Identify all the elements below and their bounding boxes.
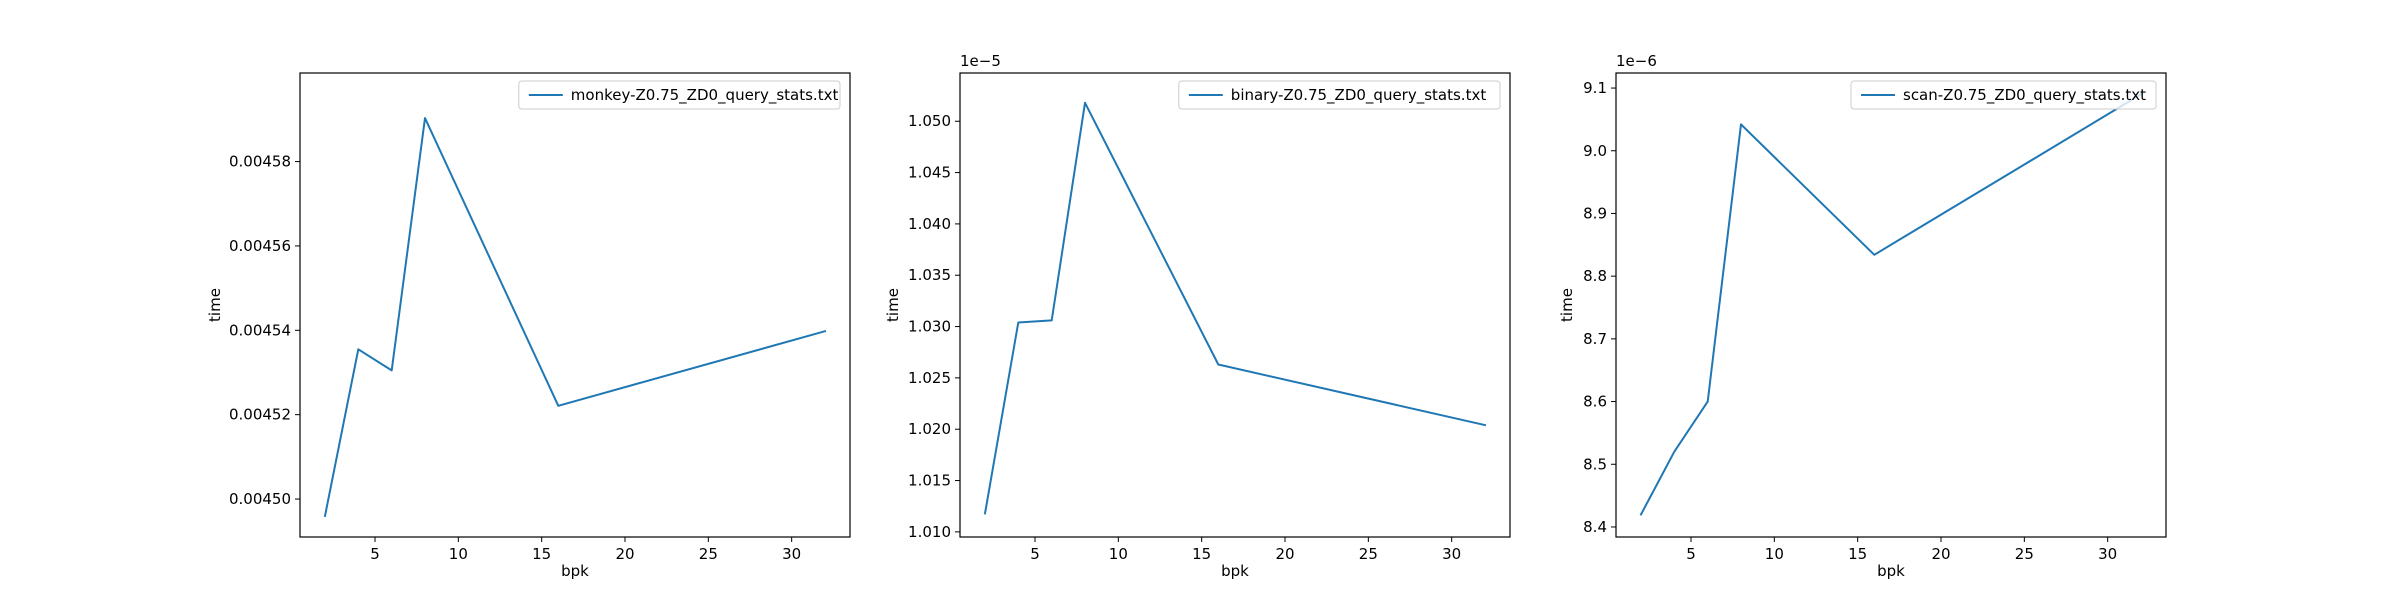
axes-frame [1615,72,2167,538]
legend: binary-Z0.75_ZD0_query_stats.txt [1178,80,1501,110]
y-tick-label: 1.035 [908,266,951,284]
x-tick-label: 25 [1359,545,1378,563]
x-tick-label: 25 [699,545,718,563]
y-tick-label: 0.00452 [229,406,291,424]
legend: monkey-Z0.75_ZD0_query_stats.txt [518,80,841,110]
x-tick-label: 30 [2098,545,2117,563]
legend-label: monkey-Z0.75_ZD0_query_stats.txt [571,86,839,105]
y-tick-label: 8.9 [1583,204,1607,222]
axes-frame [299,72,851,538]
y-tick-label: 8.6 [1583,393,1607,411]
series-line [983,101,1487,515]
x-tick-label: 20 [1931,545,1950,563]
y-tick-label: 8.4 [1583,518,1607,536]
x-axis-label: bpk [1877,562,1905,580]
y-tick-label: 0.00456 [229,237,291,255]
x-tick-label: 30 [782,545,801,563]
y-tick-label: 0.00458 [229,153,291,171]
x-tick-label: 30 [1442,545,1461,563]
x-tick-label: 10 [449,545,468,563]
x-tick-label: 15 [1192,545,1211,563]
y-tick-label: 1.040 [908,215,951,233]
y-tick-label: 1.045 [908,164,951,182]
x-axis-label: bpk [1221,562,1249,580]
y-tick-label: 8.5 [1583,455,1607,473]
x-tick-label: 5 [370,545,380,563]
y-tick-label: 0.00454 [229,321,291,339]
subplot-1: 5 10 15 20 25 30 0.00450 0.00452 0.00454 0.00456 0… [206,72,851,580]
x-tick-label: 5 [1030,545,1040,563]
legend-label: scan-Z0.75_ZD0_query_stats.txt [1903,86,2146,105]
legend-label: binary-Z0.75_ZD0_query_stats.txt [1231,86,1487,105]
axes-frame [959,72,1511,538]
series-line [1639,92,2143,516]
y-axis-label: time [884,288,902,322]
x-axis-label: bpk [561,562,589,580]
series-line [323,117,827,518]
y-axis-label: time [1558,288,1576,322]
y-offset-text: 1e−5 [960,52,1001,70]
subplot-2: 5 10 15 20 25 30 1.010 1.015 1.020 1.025 1.030 1.03… [884,52,1511,580]
y-tick-label: 0.00450 [229,490,291,508]
x-tick-label: 5 [1686,545,1696,563]
y-offset-text: 1e−6 [1616,52,1657,70]
y-tick-label: 1.020 [908,420,951,438]
legend-box [1850,80,2157,110]
y-tick-label: 9.0 [1583,142,1607,160]
x-tick-label: 10 [1109,545,1128,563]
legend-box [1178,80,1501,110]
x-tick-label: 15 [532,545,551,563]
x-tick-label: 25 [2015,545,2034,563]
y-tick-label: 1.025 [908,369,951,387]
y-tick-label: 1.010 [908,523,951,541]
subplot-3: 5 10 15 20 25 30 8.4 8.5 8.6 8.7 8.8 8.9 9.0 9.1 bpk ti… [1558,52,2167,580]
legend: scan-Z0.75_ZD0_query_stats.txt [1850,80,2157,110]
y-tick-label: 1.050 [908,112,951,130]
y-axis-label: time [206,288,224,322]
x-tick-label: 20 [1275,545,1294,563]
y-tick-label: 1.015 [908,472,951,490]
y-tick-label: 8.7 [1583,330,1607,348]
x-tick-label: 10 [1765,545,1784,563]
x-tick-label: 20 [615,545,634,563]
y-tick-label: 8.8 [1583,267,1607,285]
legend-box [518,80,841,110]
y-tick-label: 9.1 [1583,79,1607,97]
y-tick-label: 1.030 [908,318,951,336]
x-tick-label: 15 [1848,545,1867,563]
